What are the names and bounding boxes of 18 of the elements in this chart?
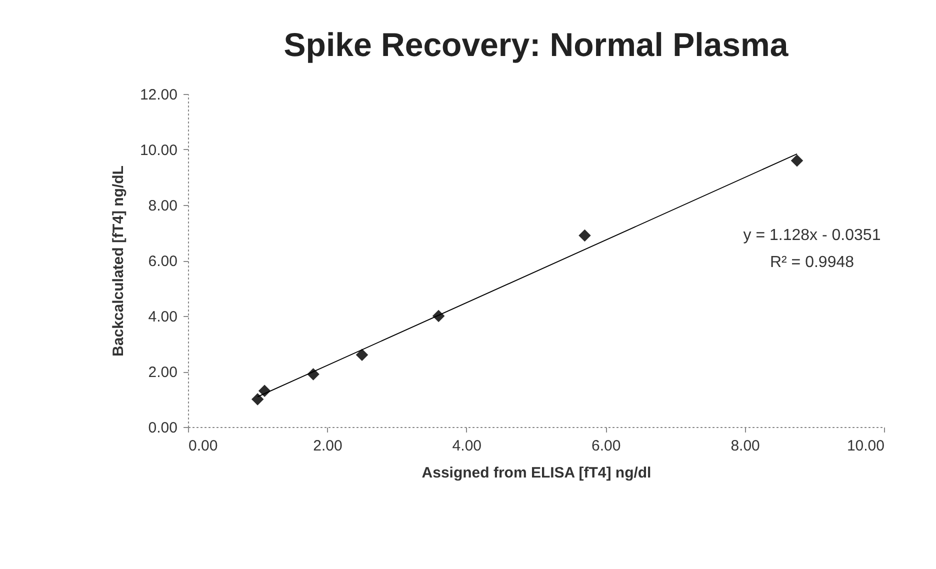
x-tick-label: 10.00: [846, 438, 884, 454]
x-tick-label: 6.00: [592, 438, 621, 454]
y-axis-title: Backcalculated [fT4] ng/dL: [110, 166, 127, 356]
y-tick-label: 12.00: [140, 86, 178, 104]
x-tick-label: 0.00: [188, 438, 218, 454]
y-tick-label: 4.00: [148, 308, 178, 326]
y-tick-label: 10.00: [140, 142, 178, 159]
chart-title: Spike Recovery: Normal Plasma: [284, 26, 789, 63]
y-tick-label: 6.00: [148, 253, 178, 270]
y-tick-label: 2.00: [148, 364, 178, 381]
x-tick-label: 8.00: [730, 438, 760, 454]
x-tick-label: 4.00: [452, 438, 482, 454]
annotation: R² = 0.9948: [770, 254, 854, 271]
x-axis-title: Assigned from ELISA [fT4] ng/dl: [422, 464, 652, 482]
x-tick-label: 2.00: [313, 438, 342, 454]
y-tick-label: 0.00: [148, 420, 178, 436]
y-tick-label: 8.00: [148, 198, 178, 214]
annotation: y = 1.128x - 0.0351: [743, 227, 881, 244]
